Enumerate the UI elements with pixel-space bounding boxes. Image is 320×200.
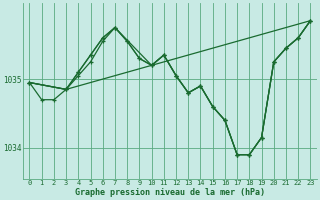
X-axis label: Graphe pression niveau de la mer (hPa): Graphe pression niveau de la mer (hPa) xyxy=(75,188,265,197)
